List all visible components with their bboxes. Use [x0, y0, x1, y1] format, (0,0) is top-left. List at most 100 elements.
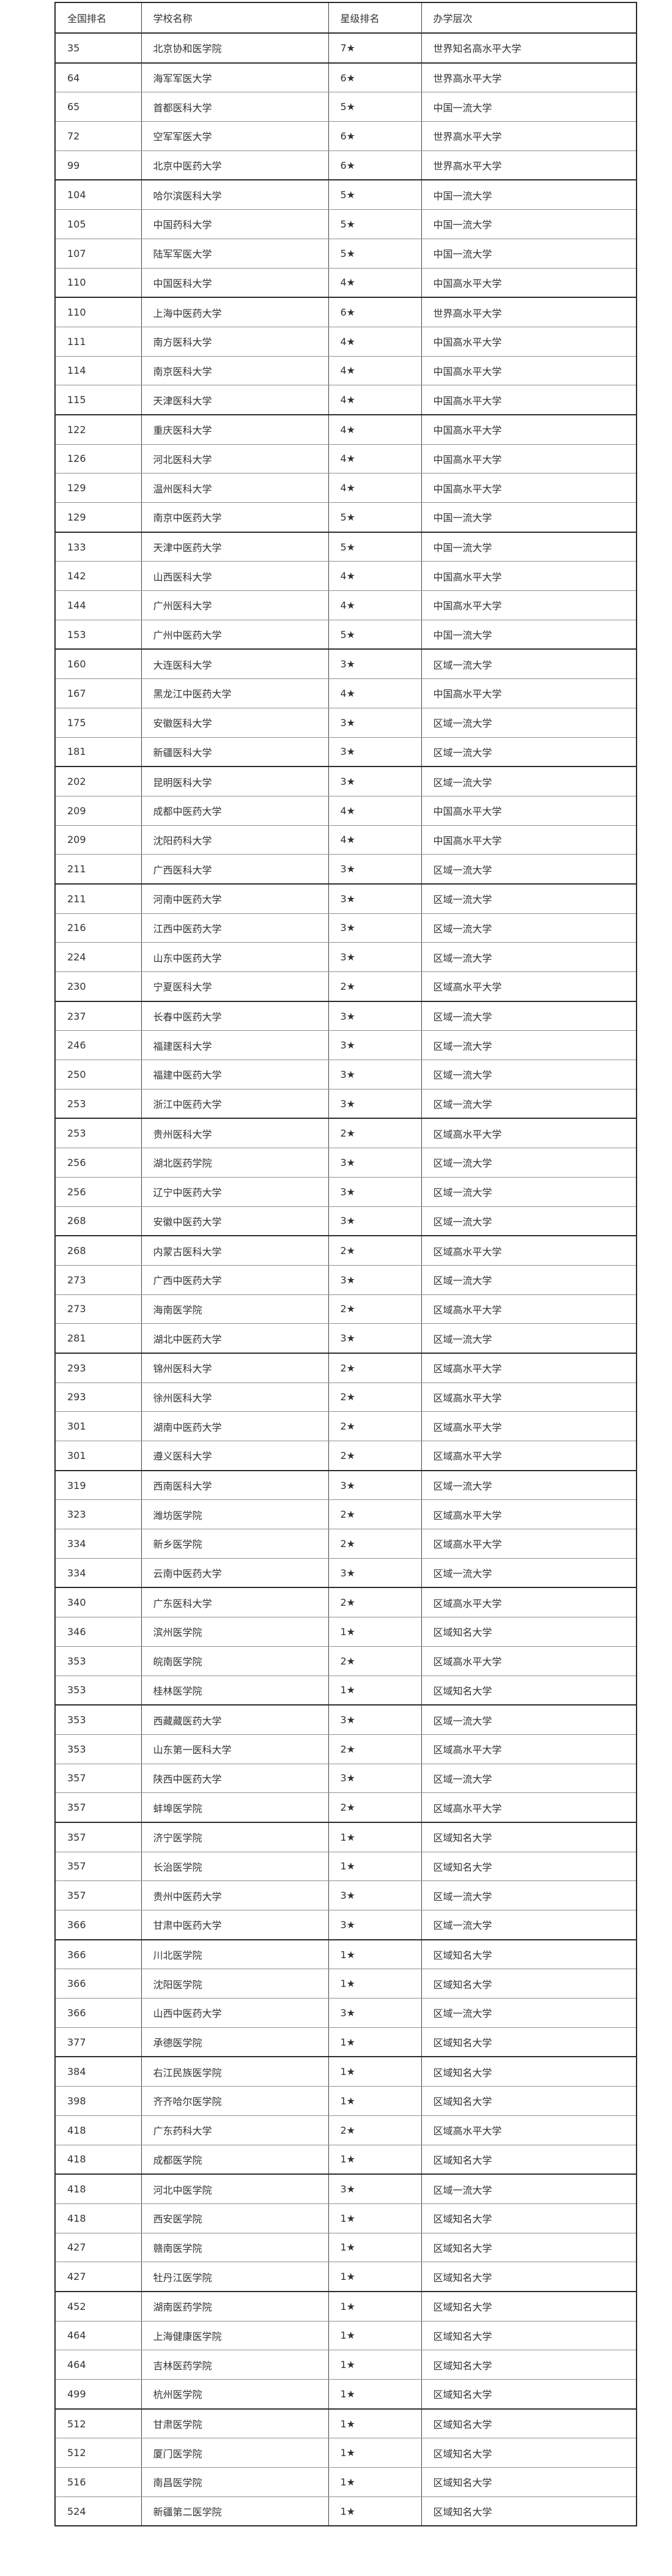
- star-rank-cell: 2★: [328, 1529, 422, 1559]
- school-level-cell: 区域一流大学: [421, 1558, 637, 1589]
- school-level-cell: 中国一流大学: [421, 620, 637, 650]
- school-level-cell: 区域知名大学: [421, 1822, 637, 1852]
- school-name-cell: 哈尔滨医科大学: [141, 180, 329, 210]
- rank-cell: 366: [55, 1998, 142, 2028]
- star-rank-cell: 1★: [328, 2408, 422, 2439]
- rank-cell: 129: [55, 473, 142, 503]
- star-rank-cell: 2★: [328, 1118, 422, 1149]
- school-level-cell: 世界高水平大学: [421, 121, 637, 151]
- school-level-cell: 区域知名大学: [421, 2086, 637, 2116]
- rank-cell: 301: [55, 1411, 142, 1441]
- star-rank-cell: 2★: [328, 1294, 422, 1324]
- rank-cell: 216: [55, 913, 142, 943]
- rank-cell: 418: [55, 2203, 142, 2233]
- table-row: 366 甘肃中医药大学 3★ 区域一流大学: [55, 1910, 637, 1940]
- rank-cell: 384: [55, 2057, 142, 2087]
- school-level-cell: 中国一流大学: [421, 209, 637, 239]
- star-rank-cell: 3★: [328, 883, 422, 914]
- school-name-cell: 沈阳药科大学: [141, 825, 329, 855]
- table-row: 209 成都中医药大学 4★ 中国高水平大学: [55, 796, 637, 826]
- star-rank-cell: 2★: [328, 1792, 422, 1823]
- school-level-cell: 区域一流大学: [421, 854, 637, 885]
- school-level-cell: 中国高水平大学: [421, 327, 637, 357]
- star-rank-cell: 5★: [328, 239, 422, 269]
- table-row: 293 锦州医科大学 2★ 区域高水平大学: [55, 1353, 637, 1383]
- school-level-cell: 区域一流大学: [421, 1060, 637, 1089]
- school-name-cell: 广东药科大学: [141, 2115, 329, 2145]
- school-name-cell: 承德医学院: [141, 2027, 329, 2058]
- rank-cell: 427: [55, 2233, 142, 2263]
- school-name-cell: 重庆医科大学: [141, 414, 329, 445]
- star-rank-cell: 4★: [328, 356, 422, 386]
- table-row: 323 潍坊医学院 2★ 区域高水平大学: [55, 1499, 637, 1530]
- rank-cell: 452: [55, 2291, 142, 2322]
- school-name-cell: 江西中医药大学: [141, 913, 329, 943]
- school-name-cell: 桂林医学院: [141, 1676, 329, 1706]
- table-row: 418 河北中医学院 3★ 区域一流大学: [55, 2174, 637, 2204]
- school-name-cell: 北京协和医学院: [141, 33, 329, 64]
- star-rank-cell: 1★: [328, 2233, 422, 2263]
- rank-cell: 202: [55, 766, 142, 796]
- star-rank-cell: 2★: [328, 1353, 422, 1383]
- school-level-cell: 区域一流大学: [421, 1265, 637, 1295]
- table-row: 72 空军军医大学 6★ 世界高水平大学: [55, 121, 637, 151]
- table-row: 464 上海健康医学院 1★ 区域知名大学: [55, 2321, 637, 2351]
- school-name-cell: 宁夏医科大学: [141, 971, 329, 1002]
- school-name-cell: 陕西中医药大学: [141, 1764, 329, 1794]
- school-level-cell: 区域一流大学: [421, 2174, 637, 2204]
- table-row: 293 徐州医科大学 2★ 区域高水平大学: [55, 1383, 637, 1412]
- rank-cell: 107: [55, 239, 142, 269]
- table-row: 357 济宁医学院 1★ 区域知名大学: [55, 1822, 637, 1852]
- school-name-cell: 湖北中医药大学: [141, 1323, 329, 1354]
- table-row: 268 内蒙古医科大学 2★ 区域高水平大学: [55, 1236, 637, 1266]
- school-level-cell: 中国一流大学: [421, 180, 637, 210]
- school-level-cell: 区域知名大学: [421, 2467, 637, 2497]
- table-row: 202 昆明医科大学 3★ 区域一流大学: [55, 766, 637, 796]
- star-rank-cell: 1★: [328, 2291, 422, 2322]
- table-row: 499 杭州医学院 1★ 区域知名大学: [55, 2379, 637, 2410]
- rank-cell: 224: [55, 942, 142, 972]
- school-name-cell: 右江民族医学院: [141, 2057, 329, 2087]
- star-rank-cell: 3★: [328, 1148, 422, 1178]
- star-rank-cell: 2★: [328, 1236, 422, 1266]
- table-row: 256 湖北医药学院 3★ 区域一流大学: [55, 1148, 637, 1178]
- star-rank-cell: 6★: [328, 297, 422, 327]
- school-name-cell: 徐州医科大学: [141, 1383, 329, 1412]
- school-name-cell: 安徽中医药大学: [141, 1206, 329, 1237]
- school-name-cell: 齐齐哈尔医学院: [141, 2086, 329, 2116]
- table-row: 250 福建中医药大学 3★ 区域一流大学: [55, 1060, 637, 1089]
- school-name-cell: 空军军医大学: [141, 121, 329, 151]
- rank-cell: 250: [55, 1060, 142, 1089]
- star-rank-cell: 5★: [328, 209, 422, 239]
- table-row: 524 新疆第二医学院 1★ 区域知名大学: [55, 2496, 637, 2527]
- star-rank-cell: 1★: [328, 2057, 422, 2087]
- school-name-cell: 南昌医学院: [141, 2467, 329, 2497]
- school-level-cell: 区域知名大学: [421, 1969, 637, 1999]
- school-name-cell: 福建中医药大学: [141, 1060, 329, 1089]
- table-row: 253 浙江中医药大学 3★ 区域一流大学: [55, 1089, 637, 1119]
- table-row: 418 广东药科大学 2★ 区域高水平大学: [55, 2115, 637, 2145]
- school-name-cell: 甘肃中医药大学: [141, 1910, 329, 1940]
- rank-cell: 377: [55, 2027, 142, 2058]
- table-row: 211 广西医科大学 3★ 区域一流大学: [55, 854, 637, 885]
- school-level-cell: 中国一流大学: [421, 502, 637, 533]
- star-rank-cell: 3★: [328, 942, 422, 972]
- school-name-cell: 内蒙古医科大学: [141, 1236, 329, 1266]
- rank-cell: 111: [55, 327, 142, 357]
- rank-cell: 512: [55, 2438, 142, 2468]
- school-name-cell: 西南医科大学: [141, 1470, 329, 1501]
- rank-cell: 512: [55, 2408, 142, 2439]
- rank-cell: 181: [55, 737, 142, 768]
- school-level-cell: 区域知名大学: [421, 2496, 637, 2527]
- rank-cell: 366: [55, 1939, 142, 1970]
- school-name-cell: 中国医科大学: [141, 268, 329, 299]
- rank-cell: 35: [55, 33, 142, 64]
- table-row: 35 北京协和医学院 7★ 世界知名高水平大学: [55, 33, 637, 64]
- school-name-cell: 牡丹江医学院: [141, 2262, 329, 2292]
- school-level-cell: 区域知名大学: [421, 2350, 637, 2380]
- school-level-cell: 区域知名大学: [421, 2233, 637, 2263]
- star-rank-cell: 4★: [328, 444, 422, 474]
- school-level-cell: 中国高水平大学: [421, 444, 637, 474]
- star-rank-cell: 4★: [328, 796, 422, 826]
- school-level-cell: 区域高水平大学: [421, 1411, 637, 1441]
